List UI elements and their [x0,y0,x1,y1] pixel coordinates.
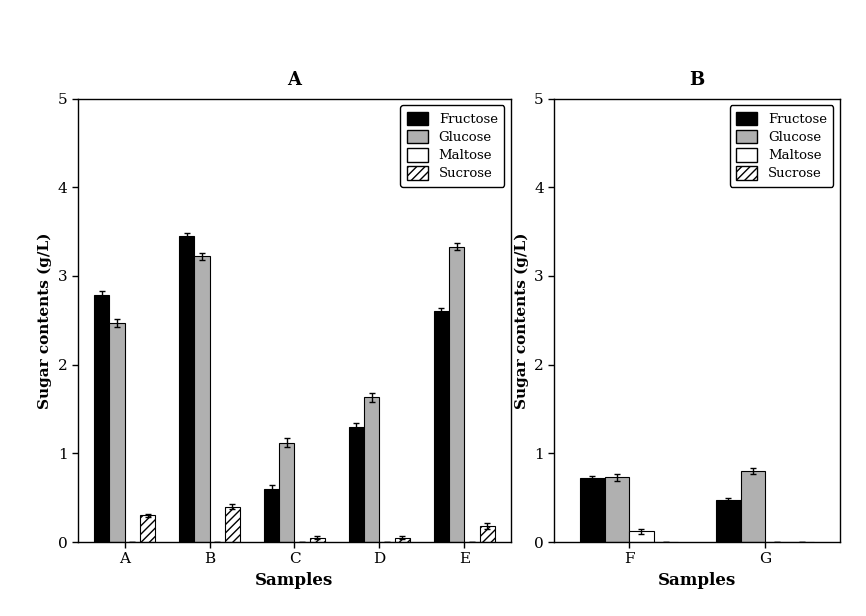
Legend: Fructose, Glucose, Maltose, Sucrose: Fructose, Glucose, Maltose, Sucrose [729,105,833,187]
Bar [580,478,604,542]
Bar [740,471,766,542]
Bar [310,538,325,542]
Y-axis label: Sugar contents (g/L): Sugar contents (g/L) [514,232,528,408]
Bar [716,500,740,542]
Bar [279,443,294,542]
Bar [94,296,109,542]
Bar [434,312,449,542]
Bar [349,427,364,542]
X-axis label: Samples: Samples [658,572,736,589]
Bar [449,246,464,542]
Bar [225,506,240,542]
Y-axis label: Sugar contents (g/L): Sugar contents (g/L) [38,232,52,408]
Bar [395,538,410,542]
X-axis label: Samples: Samples [255,572,333,589]
Bar [604,477,629,542]
Bar [109,323,125,542]
Bar [264,489,279,542]
Bar [194,256,210,542]
Bar [480,526,494,542]
Title: A: A [288,71,301,89]
Bar [140,516,155,542]
Title: B: B [689,71,705,89]
Legend: Fructose, Glucose, Maltose, Sucrose: Fructose, Glucose, Maltose, Sucrose [400,105,504,187]
Bar [179,236,194,542]
Bar [629,532,654,542]
Bar [364,397,379,542]
